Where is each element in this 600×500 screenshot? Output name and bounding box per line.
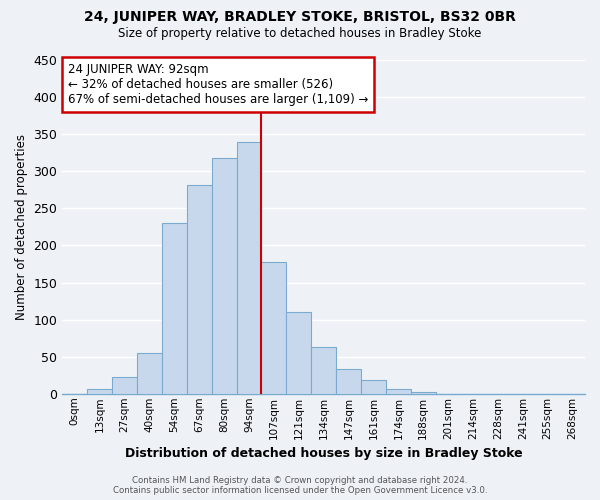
Bar: [112, 378, 137, 394]
Bar: [336, 370, 361, 394]
Bar: [137, 353, 162, 394]
Bar: [262, 262, 286, 394]
Text: Size of property relative to detached houses in Bradley Stoke: Size of property relative to detached ho…: [118, 28, 482, 40]
Bar: [187, 184, 212, 394]
Y-axis label: Number of detached properties: Number of detached properties: [15, 134, 28, 320]
Bar: [311, 347, 336, 394]
Bar: [386, 388, 411, 394]
Bar: [87, 390, 112, 394]
Bar: [286, 312, 311, 394]
X-axis label: Distribution of detached houses by size in Bradley Stoke: Distribution of detached houses by size …: [125, 447, 523, 460]
Text: 24, JUNIPER WAY, BRADLEY STOKE, BRISTOL, BS32 0BR: 24, JUNIPER WAY, BRADLEY STOKE, BRISTOL,…: [84, 10, 516, 24]
Text: 24 JUNIPER WAY: 92sqm
← 32% of detached houses are smaller (526)
67% of semi-det: 24 JUNIPER WAY: 92sqm ← 32% of detached …: [68, 64, 368, 106]
Bar: [361, 380, 386, 394]
Bar: [236, 142, 262, 394]
Bar: [411, 392, 436, 394]
Bar: [162, 223, 187, 394]
Text: Contains HM Land Registry data © Crown copyright and database right 2024.
Contai: Contains HM Land Registry data © Crown c…: [113, 476, 487, 495]
Bar: [212, 158, 236, 394]
